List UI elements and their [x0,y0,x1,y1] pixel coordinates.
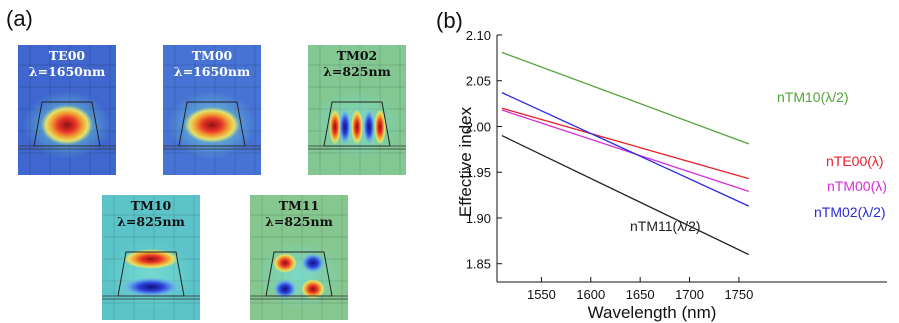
mode-wavelength: λ=825nm [117,214,185,229]
x-tick-label: 1550 [527,287,556,302]
field-lobe [273,253,297,273]
mode-profile-te00: TE00 λ=1650nm [18,45,116,175]
field-lobe [184,107,240,143]
mode-field-tm10 [102,195,200,320]
series-line [501,51,750,145]
mode-profile-tm10: TM10 λ=825nm [102,195,200,320]
mode-field-te00 [18,45,116,175]
field-lobe [374,109,386,145]
chart-series: nTM10(λ/2) nTE00(λ) nTM00(λ) nTM02(λ/2) nTM1… [501,51,887,256]
mode-profile-tm02: TM02 λ=825nm [308,45,406,175]
y-axis-label: Effective index [456,106,475,217]
mode-name: TM02 [336,48,378,63]
series-line [501,92,750,207]
field-lobe [41,105,93,145]
mode-wavelength: λ=825nm [323,64,391,79]
series-line [501,109,750,193]
effective-index-chart: (b) 1550 1600 1650 1700 1750 1.85 1.90 1.95 2.00… [436,8,887,322]
field-lobe [329,109,341,145]
field-lobe [301,279,325,299]
mode-field-tm11 [250,195,348,320]
mode-field-tm00 [163,45,261,175]
mode-wavelength: λ=1650nm [173,64,251,79]
panel-b-label: (b) [436,8,463,33]
mode-name: TM11 [278,198,320,213]
field-lobe [123,249,179,269]
field-lobe [363,109,375,145]
series-label: nTM11(λ/2) [630,218,701,234]
field-lobe [301,253,325,273]
series-label: nTM02(λ/2) [814,204,886,220]
y-tick-label: 1.95 [466,165,491,180]
y-tick-label: 1.85 [466,257,491,272]
series-line [501,135,750,256]
series-label: nTE00(λ) [826,153,884,169]
mode-wavelength: λ=1650nm [28,64,106,79]
series-line [501,107,749,180]
x-tick-label: 1700 [675,287,704,302]
mode-field-tm02 [308,45,406,175]
x-axis-label: Wavelength (nm) [588,303,717,322]
mode-wavelength: λ=825nm [265,214,333,229]
mode-name: TM00 [191,48,233,63]
panel-a-label: (a) [6,6,33,31]
y-tick-label: 1.90 [466,211,491,226]
x-tick-label: 1600 [576,287,605,302]
series-label: nTM10(λ/2) [777,89,849,105]
field-lobe [339,109,351,145]
panel-a: (a) TE00 λ=1650nm TM00 λ=1650nm TM02 λ=8… [0,0,440,323]
series-label: nTM00(λ) [827,178,887,194]
y-tick-label: 2.00 [466,119,491,134]
mode-name: TM10 [130,198,172,213]
x-tick-label: 1750 [724,287,753,302]
mode-profile-tm00: TM00 λ=1650nm [163,45,261,175]
field-lobe [121,277,181,297]
field-lobe [351,109,363,145]
x-tick-label: 1650 [626,287,655,302]
chart-ticks: 1550 1600 1650 1700 1750 1.85 1.90 1.95 2.00 2.05… [466,28,754,302]
field-lobe [273,279,297,299]
y-tick-label: 2.10 [466,28,491,43]
chart-axes [496,35,887,283]
y-tick-label: 2.05 [466,74,491,89]
mode-profile-tm11: TM11 λ=825nm [250,195,348,320]
mode-name: TE00 [48,48,86,63]
